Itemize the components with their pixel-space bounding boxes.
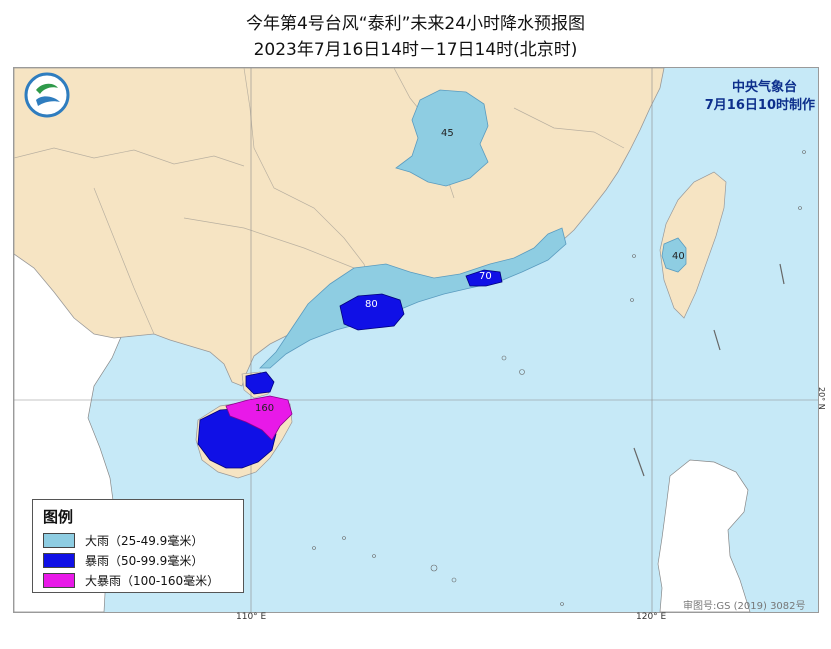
legend-item-rainstorm: 暴雨（50-99.9毫米） [43,552,204,568]
legend-title: 图例 [43,508,74,526]
contour-label-west-guangdong: 80 [365,299,378,310]
taiwan-island [659,171,727,319]
heavy-rain-area-taiwan [661,237,687,273]
approval-number: 审图号:GS (2019) 3082号 [683,601,806,612]
contour-label-east-guangdong: 70 [479,271,492,282]
province-boundaries [14,68,625,335]
maritime-dashes [633,263,785,477]
contour-label-jiangxi: 45 [441,128,454,139]
contour-label-taiwan: 40 [672,251,685,262]
legend-label: 大雨（25-49.9毫米） [85,533,204,548]
agency-name: 中央气象台 [731,80,797,95]
small-islands [312,150,806,606]
graticule [14,68,818,612]
heavy-rainstorm-area-hainan [225,395,293,441]
lon-label-110: 110° E [236,612,267,622]
legend-swatch-rainstorm [43,552,75,568]
contour-label-hainan: 160 [255,403,275,414]
lat-label-20: 20° N [817,387,826,410]
legend: 图例 大雨（25-49.9毫米） 暴雨（50-99.9毫米） 大暴雨（100-1… [32,499,244,593]
issue-time: 7月16日10时制作 [704,98,815,113]
legend-swatch-heavy-rain [43,532,75,548]
rainstorm-area-leizhou [245,371,275,395]
lon-label-120: 120° E [636,612,667,622]
legend-item-heavy-rainstorm: 大暴雨（100-160毫米） [43,572,220,588]
heavy-rain-area-jiangxi [395,89,489,187]
rainstorm-area-west-guangdong [339,293,405,331]
philippines-land [657,459,751,612]
cma-logo-icon [24,72,70,118]
map-title: 今年第4号台风“泰利”未来24小时降水预报图 [245,14,586,34]
map-subtitle: 2023年7月16日14时－17日14时(北京时) [253,40,578,60]
legend-label: 暴雨（50-99.9毫米） [85,553,204,568]
rainstorm-area-east-guangdong [465,269,503,287]
legend-item-heavy-rain: 大雨（25-49.9毫米） [43,532,204,548]
legend-swatch-heavy-rainstorm [43,572,75,588]
legend-label: 大暴雨（100-160毫米） [85,573,220,588]
